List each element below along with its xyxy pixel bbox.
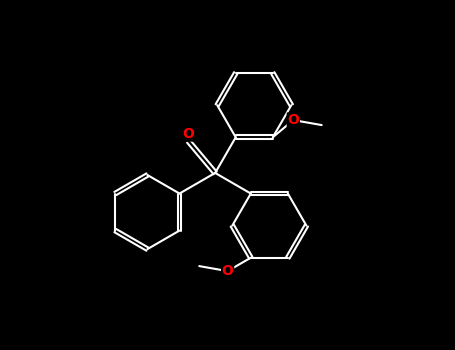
Text: O: O	[288, 113, 299, 127]
Text: O: O	[183, 127, 195, 141]
Text: O: O	[222, 264, 233, 278]
